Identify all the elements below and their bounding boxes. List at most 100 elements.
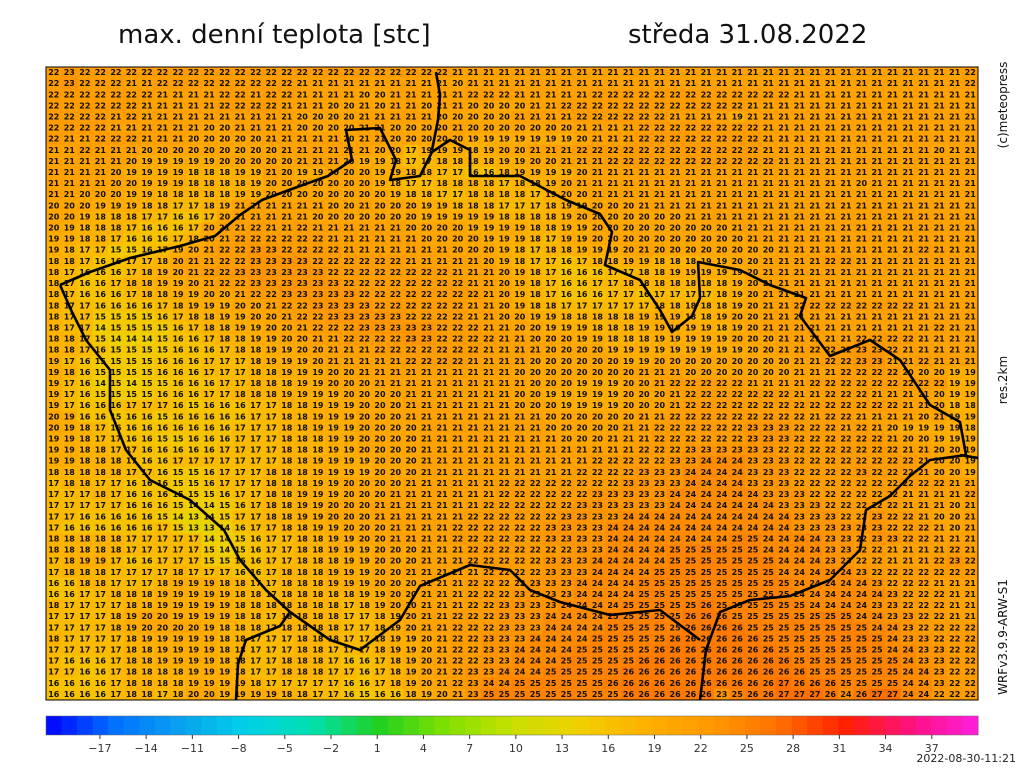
cell-value: 20: [747, 301, 759, 310]
cell-value: 21: [763, 301, 775, 310]
grid-cell: [900, 67, 917, 79]
cell-value: 20: [110, 179, 122, 188]
cell-value: 21: [545, 79, 557, 88]
cell-value: 20: [328, 179, 340, 188]
cell-value: 21: [949, 179, 961, 188]
cell-value: 21: [281, 224, 293, 233]
grid-cell: [92, 78, 109, 90]
cell-value: 22: [685, 146, 696, 155]
cell-value: 19: [623, 257, 635, 266]
cell-value: 15: [157, 323, 169, 332]
cell-value: 15: [141, 357, 153, 366]
cell-value: 21: [809, 135, 821, 144]
grid-cell: [651, 100, 668, 112]
cell-value: 19: [701, 268, 713, 277]
cell-value: 22: [79, 112, 90, 121]
cell-value: 21: [809, 279, 821, 288]
cell-value: 18: [685, 257, 697, 266]
cell-value: 18: [607, 257, 619, 266]
grid-cell: [512, 155, 529, 168]
cell-value: 16: [576, 290, 588, 299]
grid-cell: [512, 122, 529, 135]
cell-value: 21: [871, 190, 883, 199]
cell-value: 20: [468, 235, 480, 244]
cell-value: 20: [747, 257, 759, 266]
grid-cell: [434, 144, 451, 157]
cell-value: 18: [545, 301, 557, 310]
cell-value: 22: [343, 268, 354, 277]
cell-value: 21: [918, 112, 930, 121]
cell-value: 21: [965, 246, 977, 255]
cell-value: 22: [747, 157, 758, 166]
cell-value: 22: [219, 90, 230, 99]
cell-value: 20: [576, 346, 588, 355]
cell-value: 22: [250, 235, 261, 244]
cell-value: 21: [903, 346, 915, 355]
grid-cell: [310, 144, 327, 157]
cell-value: 20: [545, 124, 557, 133]
cell-value: 21: [949, 235, 961, 244]
cell-value: 21: [328, 146, 340, 155]
cell-value: 22: [312, 323, 323, 332]
cell-value: 19: [576, 224, 588, 233]
cell-value: 20: [747, 246, 759, 255]
grid-cell: [543, 89, 560, 101]
cell-value: 22: [576, 112, 587, 121]
cell-value: 22: [421, 279, 432, 288]
grid-cell: [341, 111, 358, 124]
cell-value: 21: [576, 90, 588, 99]
cell-value: 20: [126, 179, 138, 188]
cell-value: 18: [110, 224, 122, 233]
grid-cell: [387, 122, 404, 135]
grid-cell: [745, 78, 762, 90]
cell-value: 21: [281, 312, 293, 321]
grid-cell: [449, 67, 466, 79]
cell-value: 18: [188, 179, 200, 188]
cell-value: 21: [763, 212, 775, 221]
grid-cell: [139, 78, 156, 90]
cell-value: 21: [934, 268, 946, 277]
grid-cell: [682, 133, 699, 146]
cell-value: 21: [312, 157, 324, 166]
cell-value: 18: [514, 179, 526, 188]
cell-value: 20: [297, 112, 309, 121]
cell-value: 23: [312, 301, 323, 310]
grid-cell: [713, 67, 730, 79]
cell-value: 22: [219, 101, 230, 110]
cell-value: 21: [390, 112, 402, 121]
grid-cell: [620, 122, 637, 135]
cell-value: 20: [405, 224, 417, 233]
cell-value: 17: [235, 357, 246, 366]
grid-cell: [247, 144, 264, 157]
cell-value: 22: [390, 279, 401, 288]
cell-value: 21: [732, 190, 744, 199]
cell-value: 20: [530, 323, 542, 332]
grid-cell: [791, 78, 808, 90]
cell-value: 21: [763, 290, 775, 299]
cell-value: 21: [903, 112, 915, 121]
cell-value: 22: [297, 246, 308, 255]
cell-value: 21: [514, 68, 526, 77]
cell-value: 21: [778, 279, 790, 288]
cell-value: 18: [250, 346, 262, 355]
cell-value: 21: [794, 279, 806, 288]
cell-value: 21: [809, 112, 821, 121]
cell-value: 19: [235, 312, 247, 321]
grid-cell: [310, 78, 327, 90]
grid-cell: [325, 133, 342, 146]
cell-value: 21: [716, 68, 728, 77]
cell-value: 22: [390, 346, 401, 355]
cell-value: 21: [452, 90, 464, 99]
grid-cell: [449, 155, 466, 168]
grid-cell: [387, 133, 404, 146]
cell-value: 22: [437, 290, 448, 299]
grid-cell: [915, 155, 932, 168]
cell-value: 21: [887, 323, 899, 332]
cell-value: 21: [514, 112, 526, 121]
cell-value: 21: [856, 257, 868, 266]
cell-value: 21: [949, 290, 961, 299]
cell-value: 22: [266, 290, 277, 299]
cell-value: 20: [297, 335, 309, 344]
grid-cell: [791, 89, 808, 101]
